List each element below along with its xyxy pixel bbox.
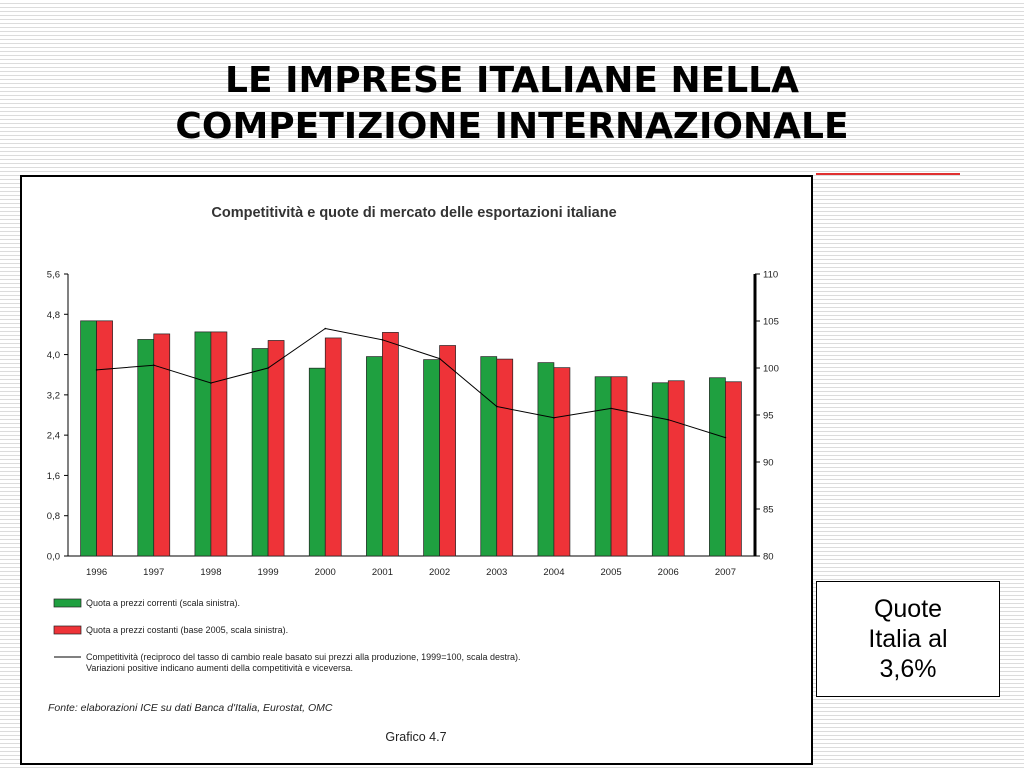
chart-source: Fonte: elaborazioni ICE su dati Banca d'… [48,702,333,714]
bar-quota-costanti [725,381,742,557]
chart-line-series [95,327,727,439]
y-left-tick-label: 3,2 [47,390,60,401]
legend-swatch-red [53,625,82,635]
x-tick-label: 1997 [143,567,164,578]
line-point [495,405,498,408]
y-right-tick-label: 80 [763,552,774,563]
y-right-tick-label: 95 [763,411,774,422]
y-left-tick-label: 4,0 [47,350,60,361]
callout-line-1: Quote [873,595,943,623]
y-right-tick-label: 105 [763,317,779,328]
bar-quota-correnti [366,356,383,557]
callout-box: Quote Italia al 3,6% [816,581,1000,697]
chart-caption: Grafico 4.7 [385,730,446,744]
line-point [210,382,212,384]
y-left-tick-label: 0,0 [47,552,60,563]
legend-label: Variazioni positive indicano aumenti del… [86,663,353,673]
bar-quota-costanti [267,340,285,557]
y-right-tick-label: 110 [763,270,778,281]
y-left-tick-label: 5,6 [47,270,60,281]
line-competitivita [96,327,726,439]
bar-quota-costanti [496,358,514,557]
bar-quota-costanti [210,331,228,557]
y-left-tick-label: 4,8 [47,310,60,321]
line-point [610,407,612,410]
chart-svg: Competitività e quote di mercato delle e… [47,205,779,744]
chart-title: Competitività e quote di mercato delle e… [211,205,616,221]
bar-quota-costanti [439,345,456,557]
bar-quota-correnti [80,320,97,557]
x-tick-label: 1996 [86,567,107,578]
x-tick-label: 1999 [258,567,279,578]
bar-quota-correnti [137,339,155,557]
line-point [553,417,555,419]
bar-quota-correnti [251,348,269,557]
line-point [667,418,670,421]
line-point [152,364,155,366]
bar-quota-correnti [480,356,498,557]
line-point [95,369,98,371]
legend-label: Competitività (reciproco del tasso di ca… [86,652,520,662]
bar-quota-correnti [594,376,612,557]
chart-panel: Competitività e quote di mercato delle e… [20,175,813,765]
bar-quota-costanti [382,332,399,557]
slide-title: LE IMPRESE ITALIANE NELLA COMPETIZIONE I… [0,58,1024,150]
slide-title-line-1: LE IMPRESE ITALIANE NELLA [225,60,799,101]
y-left-tick-label: 1,6 [47,471,60,482]
accent-rule [816,173,960,175]
chart-legend: Quota a prezzi correnti (scala sinistra)… [53,598,520,673]
y-right-tick-label: 100 [763,364,779,375]
bar-quota-costanti [667,380,685,557]
legend-label: Quota a prezzi costanti (base 2005, scal… [86,625,288,635]
legend-swatch-green [53,598,82,608]
bar-quota-costanti [324,337,342,557]
bar-quota-correnti [651,382,669,557]
chart-axes: 0,0 0,8 1,6 2,4 3,2 4,0 4,8 5,6 80 85 90 95 100 105 11… [47,270,779,579]
bar-quota-correnti [709,377,726,557]
bar-quota-correnti [537,362,555,557]
x-tick-label: 2006 [658,567,679,578]
x-tick-label: 2000 [315,567,336,578]
chart-bars [80,320,742,557]
line-point [724,436,727,439]
x-tick-label: 2002 [429,567,450,578]
bar-quota-costanti [553,367,571,557]
callout-text: Quote Italia al 3,6% [868,594,947,684]
slide-title-line-2: COMPETIZIONE INTERNAZIONALE [175,106,849,147]
bar-quota-costanti [96,320,113,557]
x-tick-label: 2004 [543,567,564,578]
bar-quota-costanti [610,376,628,557]
x-tick-label: 2005 [601,567,622,578]
x-tick-label: 2001 [372,567,393,578]
callout-line-3: 3,6% [879,655,937,683]
bar-quota-correnti [194,331,212,557]
line-point [381,339,384,341]
y-left-tick-label: 2,4 [47,431,60,442]
bar-quota-costanti [153,333,171,557]
x-tick-label: 1998 [200,567,221,578]
bar-quota-correnti [308,367,326,557]
line-point [267,367,269,369]
line-point [438,357,441,360]
y-right-tick-label: 85 [763,505,774,516]
legend-label: Quota a prezzi correnti (scala sinistra)… [86,598,240,608]
y-right-tick-label: 90 [763,458,774,469]
line-point [324,327,327,330]
callout-line-2: Italia al [868,625,948,653]
bar-quota-correnti [423,359,440,557]
y-left-tick-label: 0,8 [47,511,60,522]
x-tick-label: 2003 [486,567,507,578]
x-tick-label: 2007 [715,567,736,578]
